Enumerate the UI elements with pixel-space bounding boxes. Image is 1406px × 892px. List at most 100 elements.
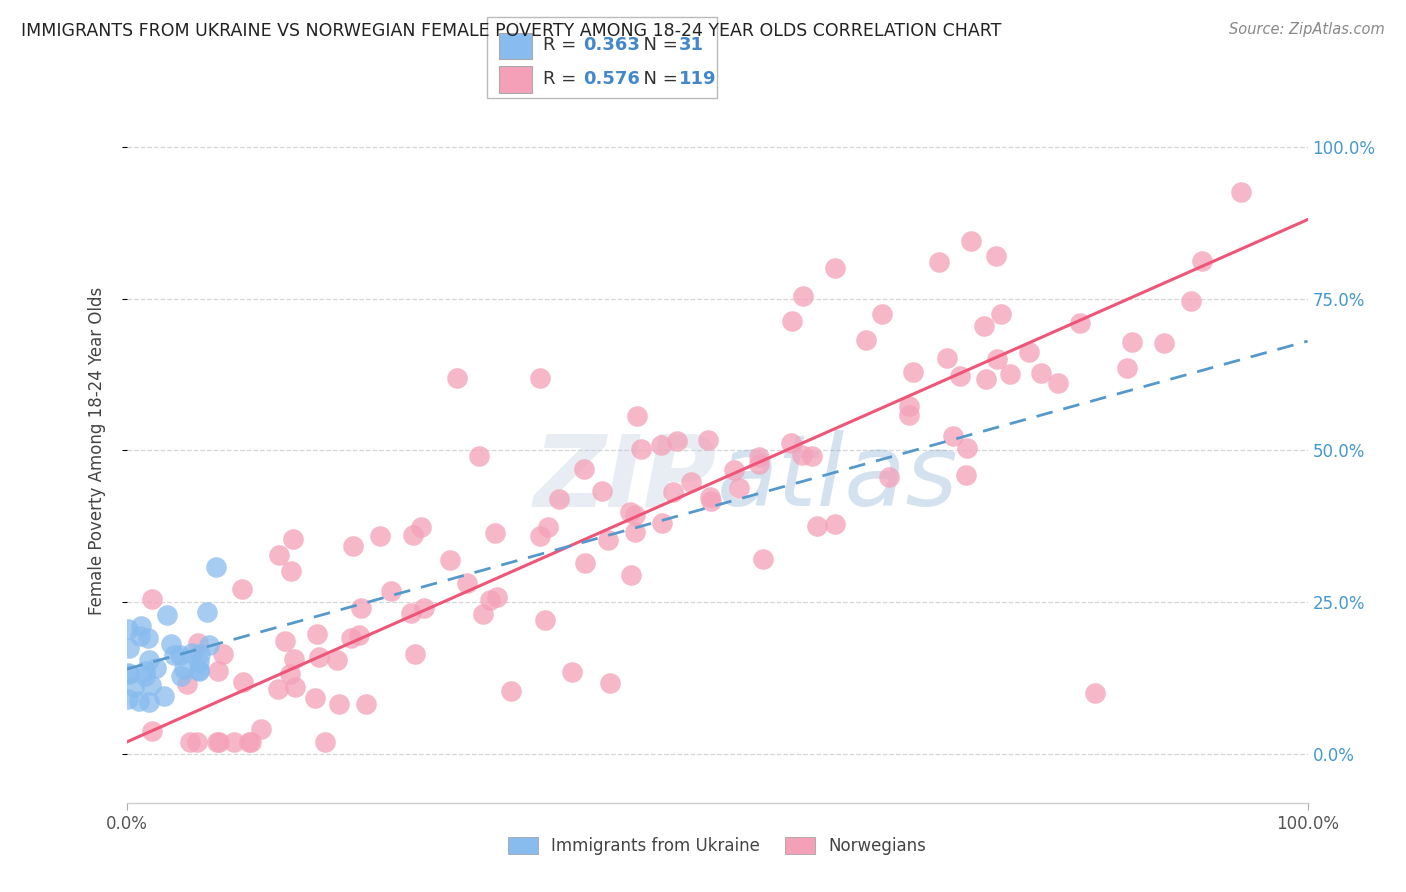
Text: N =: N = [633, 70, 683, 88]
Point [1084, 686, 1107, 700]
Point [117, 692, 139, 706]
Point [986, 352, 1008, 367]
Point [238, 735, 260, 749]
Point [898, 399, 921, 413]
Point [484, 526, 506, 541]
Point [232, 675, 254, 690]
Point [170, 669, 193, 683]
Point [195, 605, 218, 619]
FancyBboxPatch shape [499, 66, 531, 93]
Point [699, 490, 721, 504]
Point [413, 601, 436, 615]
Point [984, 249, 1007, 263]
Legend: Immigrants from Ukraine, Norwegians: Immigrants from Ukraine, Norwegians [501, 830, 934, 862]
Point [1000, 368, 1022, 382]
FancyBboxPatch shape [499, 33, 531, 60]
Point [350, 600, 373, 615]
Point [439, 553, 461, 567]
Point [207, 664, 229, 678]
Point [339, 631, 361, 645]
Text: IMMIGRANTS FROM UKRAINE VS NORWEGIAN FEMALE POVERTY AMONG 18-24 YEAR OLDS CORREL: IMMIGRANTS FROM UKRAINE VS NORWEGIAN FEM… [21, 22, 1001, 40]
Point [619, 505, 641, 519]
Point [529, 529, 551, 543]
Point [402, 528, 425, 542]
Point [380, 584, 402, 599]
Point [278, 666, 301, 681]
Point [163, 648, 186, 662]
Point [399, 606, 422, 620]
Point [665, 434, 688, 448]
Point [561, 665, 583, 679]
Point [574, 462, 596, 476]
Point [650, 438, 672, 452]
Point [326, 653, 349, 667]
Text: R =: R = [544, 70, 582, 88]
Point [501, 683, 523, 698]
Point [870, 307, 893, 321]
Text: 119: 119 [679, 70, 717, 88]
Point [156, 608, 179, 623]
Point [780, 436, 803, 450]
Point [342, 540, 364, 554]
Point [141, 723, 163, 738]
Point [903, 365, 925, 379]
Point [249, 722, 271, 736]
Point [877, 469, 900, 483]
Point [354, 698, 377, 712]
Point [284, 681, 307, 695]
Text: N =: N = [633, 36, 683, 54]
Point [748, 457, 770, 471]
Point [231, 582, 253, 597]
Point [1180, 294, 1202, 309]
Point [620, 567, 643, 582]
Point [973, 319, 995, 334]
Point [269, 548, 291, 562]
Point [960, 235, 983, 249]
Point [198, 638, 221, 652]
Point [240, 735, 263, 749]
Point [626, 409, 648, 424]
Text: atlas: atlas [717, 430, 959, 527]
Text: 0.576: 0.576 [583, 70, 641, 88]
Point [179, 735, 201, 749]
Point [211, 647, 233, 661]
Point [308, 649, 330, 664]
Point [138, 695, 160, 709]
Point [529, 370, 551, 384]
Point [173, 662, 195, 676]
Point [624, 508, 647, 522]
Point [748, 450, 770, 464]
Point [806, 519, 828, 533]
Point [129, 618, 152, 632]
Point [349, 628, 371, 642]
Point [651, 516, 673, 530]
Point [267, 681, 290, 696]
Point [314, 735, 336, 749]
Point [956, 442, 979, 456]
Point [599, 676, 621, 690]
Point [547, 492, 569, 507]
Point [134, 664, 156, 678]
Point [728, 481, 751, 495]
Point [222, 735, 245, 749]
Text: 31: 31 [679, 36, 704, 54]
Point [486, 590, 509, 604]
Point [681, 475, 703, 490]
Point [792, 289, 814, 303]
Point [283, 652, 305, 666]
Point [118, 666, 141, 681]
Point [478, 593, 501, 607]
Point [700, 494, 723, 508]
Point [780, 314, 803, 328]
Point [446, 370, 468, 384]
Point [598, 533, 620, 547]
Point [1046, 376, 1069, 390]
Point [661, 484, 683, 499]
Point [409, 520, 432, 534]
Point [187, 635, 209, 649]
Point [117, 622, 139, 636]
Text: 0.363: 0.363 [583, 36, 641, 54]
Point [591, 484, 613, 499]
Point [990, 307, 1012, 321]
FancyBboxPatch shape [486, 17, 717, 98]
